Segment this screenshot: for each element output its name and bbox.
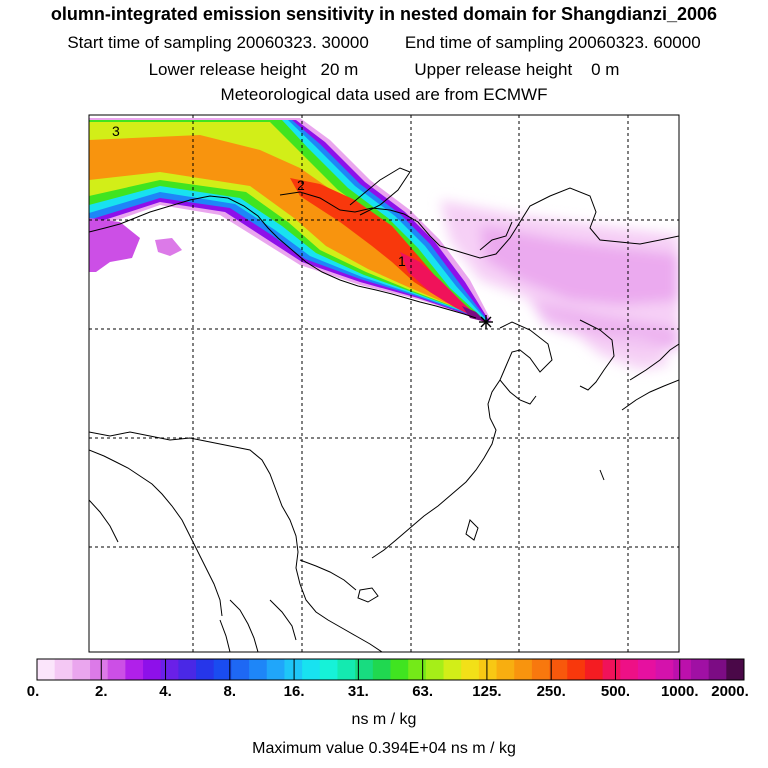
plot-title: olumn-integrated emission sensitivity in… [50,4,718,24]
colorbar-swatch [690,659,710,680]
contour-label-1: 1 [398,253,406,269]
colorbar-tick-label: 16. [283,683,305,700]
colorbar-swatch [355,659,374,680]
colorbar-swatch [125,659,144,680]
plume-west-blob-2 [155,238,182,256]
colorbar-tick-label: 0. [26,683,40,700]
start-time-label: Start time of sampling 20060323. 30000 [67,33,369,52]
maximum-value: Maximum value 0.394E+04 ns m / kg [252,740,516,757]
colorbar-unit: ns m / kg [351,711,417,728]
colorbar-swatch [549,659,568,680]
colorbar-swatch [637,659,657,680]
colorbar-tick-label: 500. [600,683,631,700]
colorbar-swatch [213,659,232,680]
plume-band-magenta [400,252,484,322]
colorbar-tick-label: 63. [412,683,434,700]
colorbar-swatch [726,659,745,680]
colorbar-swatch [567,659,586,680]
contour-labels: 3 2 1 [112,123,406,269]
receptor-marker [479,315,493,329]
colorbar-swatch [531,659,551,680]
plume-band-purple-core [462,306,486,322]
colorbar-tick-label: 125. [472,683,502,700]
plume-band-orange [89,135,485,322]
colorbar-tick-label: 2000. [711,683,749,700]
sampling-times: Start time of sampling 20060323. 30000 En… [0,33,768,53]
colorbar-swatch [496,659,515,680]
colorbar-swatch [602,659,621,680]
colorbar-swatch [90,659,109,680]
colorbar-swatch [390,659,409,680]
colorbar-tick-label: 250. [536,683,566,700]
upper-release-label: Upper release height 0 m [414,60,620,79]
map-gridlines [89,115,679,652]
colorbar-swatch [372,659,391,680]
colorbar-swatch [178,659,197,680]
colorbar-swatch [620,659,639,680]
colorbar-swatch [408,659,427,680]
colorbar-swatch [37,659,56,680]
colorbar-swatch [249,659,268,680]
plume-field [89,118,679,370]
colorbar-swatch [284,659,303,680]
colorbar-tick-label: 2. [95,683,108,700]
meteo-source: Meteorological data used are from ECMWF [220,85,548,104]
colorbar-swatch [266,659,285,680]
colorbar-swatch [231,659,250,680]
colorbar-swatch [302,659,321,680]
colorbar-swatch [443,659,462,680]
colorbar-frame [36,658,745,681]
coastlines-and-borders [89,167,679,652]
colorbar-swatch [54,659,73,680]
release-heights: Lower release height 20 m Upper release h… [0,60,768,80]
contour-label-3: 3 [112,123,120,139]
colorbar-swatch [337,659,356,680]
plume-eastern-haze [440,200,679,370]
map-frame [88,114,680,653]
colorbar-swatch [72,659,91,680]
colorbar-swatch [319,659,338,680]
colorbar-tick-label: 31. [347,683,369,700]
end-time-label: End time of sampling 20060323. 60000 [404,33,701,52]
colorbar-swatch [708,659,727,680]
colorbar-swatch [478,659,498,680]
colorbar-swatch [673,659,692,680]
colorbar-swatch [107,659,126,680]
colorbar-swatch [461,659,480,680]
colorbar-swatch [655,659,674,680]
colorbar-tick-label: 4. [159,683,172,700]
plume-west-blob [89,218,140,272]
colorbar-swatch [196,659,215,680]
colorbar-swatch [143,659,162,680]
colorbar-tick-label: 1000. [660,683,699,700]
colorbar-swatch [425,659,445,680]
lower-release-label: Lower release height 20 m [148,60,359,79]
colorbar-tick-label: 8. [223,683,237,700]
colorbar-swatch [160,659,179,680]
colorbar [37,659,745,680]
colorbar-swatch [584,659,604,680]
colorbar-swatch [514,659,533,680]
contour-label-2: 2 [297,177,305,193]
